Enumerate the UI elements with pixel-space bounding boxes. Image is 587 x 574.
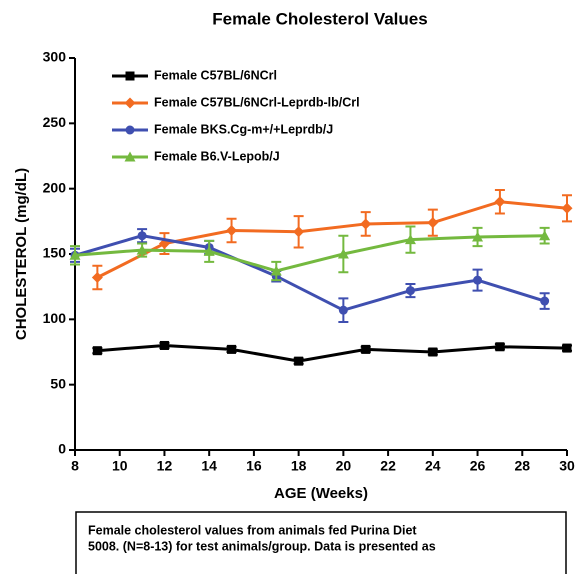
- x-tick-label: 14: [201, 458, 217, 474]
- marker: [137, 231, 147, 241]
- x-tick-label: 12: [157, 458, 173, 474]
- chart-title: Female Cholesterol Values: [212, 9, 427, 28]
- marker: [360, 218, 372, 230]
- legend-label: Female BKS.Cg-m+/+Leprdb/J: [154, 122, 333, 136]
- marker: [159, 340, 169, 350]
- marker: [540, 296, 550, 306]
- marker: [404, 234, 416, 245]
- x-tick-label: 16: [246, 458, 262, 474]
- y-tick-label: 0: [58, 441, 66, 457]
- x-tick-label: 18: [291, 458, 307, 474]
- marker: [405, 286, 415, 296]
- marker: [539, 230, 551, 241]
- marker: [227, 344, 237, 354]
- caption-box: [75, 511, 567, 574]
- y-tick-label: 150: [43, 245, 67, 261]
- marker: [125, 125, 135, 135]
- marker: [69, 249, 81, 260]
- marker: [136, 244, 148, 255]
- marker: [203, 245, 215, 256]
- marker: [294, 356, 304, 366]
- marker: [495, 342, 505, 352]
- marker: [91, 272, 103, 284]
- y-axis-label: CHOLESTEROL (mg/dL): [13, 168, 30, 340]
- x-tick-label: 28: [514, 458, 530, 474]
- marker: [337, 248, 349, 259]
- y-tick-label: 50: [50, 375, 66, 391]
- y-tick-label: 100: [43, 310, 67, 326]
- x-tick-label: 8: [71, 458, 79, 474]
- legend-label: Female C57BL/6NCrl-Leprdb-lb/Crl: [154, 95, 360, 109]
- marker: [124, 97, 136, 109]
- x-tick-label: 10: [112, 458, 128, 474]
- marker: [561, 202, 573, 214]
- marker: [92, 346, 102, 356]
- x-tick-label: 20: [336, 458, 352, 474]
- marker: [361, 344, 371, 354]
- x-tick-label: 26: [470, 458, 486, 474]
- marker: [125, 71, 135, 81]
- marker: [494, 196, 506, 208]
- y-tick-label: 250: [43, 114, 67, 130]
- marker: [226, 224, 238, 236]
- x-tick-label: 24: [425, 458, 441, 474]
- y-tick-label: 200: [43, 179, 67, 195]
- marker: [338, 305, 348, 315]
- marker: [427, 217, 439, 229]
- marker: [270, 265, 282, 276]
- marker: [562, 343, 572, 353]
- x-tick-label: 30: [559, 458, 575, 474]
- series-line: [74, 234, 546, 312]
- series-line: [74, 234, 545, 273]
- x-axis-label: AGE (Weeks): [274, 485, 368, 502]
- legend-label: Female B6.V-Lepob/J: [154, 149, 280, 163]
- y-tick-label: 300: [43, 49, 67, 65]
- caption-text: 5008. (N=8-13) for test animals/group. D…: [88, 539, 436, 553]
- marker: [428, 347, 438, 357]
- x-tick-label: 22: [380, 458, 396, 474]
- marker: [472, 231, 484, 242]
- marker: [473, 275, 483, 285]
- caption-text: Female cholesterol values from animals f…: [88, 523, 417, 537]
- legend-label: Female C57BL/6NCrl: [154, 68, 277, 82]
- marker: [124, 151, 136, 162]
- marker: [293, 226, 305, 238]
- series-line: [97, 343, 568, 363]
